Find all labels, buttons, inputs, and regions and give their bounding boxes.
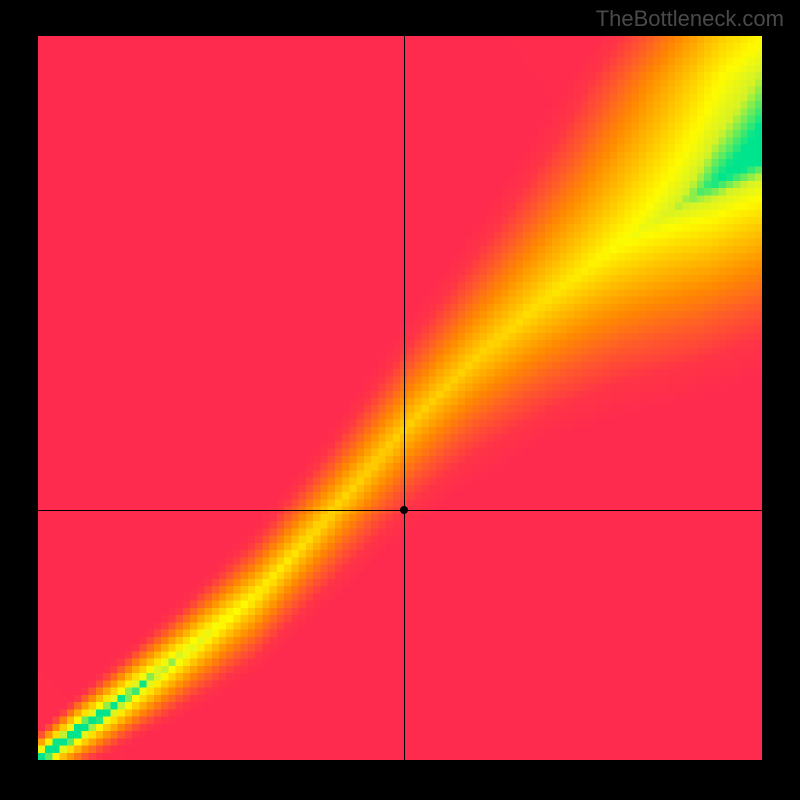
heatmap-plot: [38, 36, 762, 760]
watermark-text: TheBottleneck.com: [596, 6, 784, 32]
crosshair-vertical: [404, 36, 405, 760]
heatmap-canvas: [38, 36, 762, 760]
chart-container: TheBottleneck.com: [0, 0, 800, 800]
marker-dot: [400, 506, 408, 514]
